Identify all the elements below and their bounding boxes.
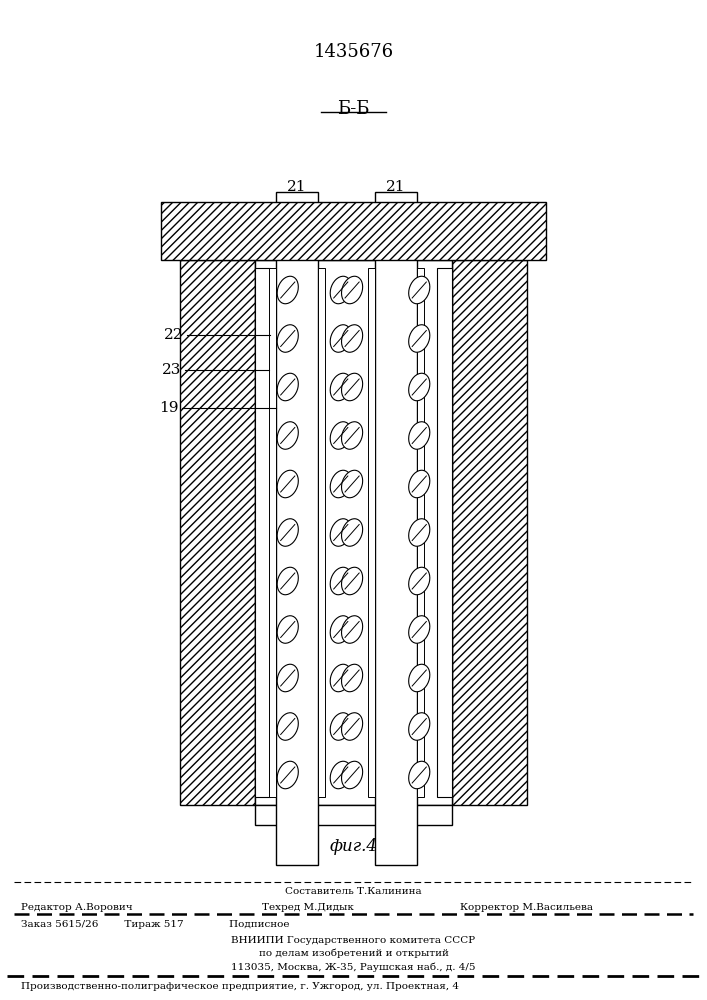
Bar <box>417 268 424 797</box>
Ellipse shape <box>409 373 430 401</box>
Ellipse shape <box>341 470 363 498</box>
Ellipse shape <box>277 373 298 401</box>
Ellipse shape <box>409 422 430 449</box>
Ellipse shape <box>409 470 430 498</box>
Ellipse shape <box>341 276 363 304</box>
Ellipse shape <box>330 713 351 740</box>
Ellipse shape <box>330 276 351 304</box>
Bar <box>276 192 318 865</box>
Ellipse shape <box>330 761 351 789</box>
Bar <box>318 268 325 797</box>
Ellipse shape <box>341 325 363 352</box>
Ellipse shape <box>330 422 351 449</box>
Ellipse shape <box>330 519 351 546</box>
Text: Техред М.Дидык: Техред М.Дидык <box>262 903 354 912</box>
Bar <box>161 202 546 260</box>
Text: 22: 22 <box>164 328 184 342</box>
Ellipse shape <box>277 325 298 352</box>
Ellipse shape <box>277 519 298 546</box>
Ellipse shape <box>409 616 430 643</box>
Ellipse shape <box>409 713 430 740</box>
Ellipse shape <box>277 761 298 789</box>
Ellipse shape <box>409 519 430 546</box>
Ellipse shape <box>341 664 363 692</box>
Ellipse shape <box>330 664 351 692</box>
Ellipse shape <box>277 616 298 643</box>
Text: 21: 21 <box>287 180 307 194</box>
Text: 23: 23 <box>163 363 182 377</box>
Text: по делам изобретений и открытий: по делам изобретений и открытий <box>259 949 448 958</box>
Ellipse shape <box>330 616 351 643</box>
Ellipse shape <box>341 422 363 449</box>
Ellipse shape <box>409 325 430 352</box>
Text: 21: 21 <box>386 180 406 194</box>
Ellipse shape <box>277 664 298 692</box>
Ellipse shape <box>409 761 430 789</box>
Ellipse shape <box>277 470 298 498</box>
Ellipse shape <box>409 567 430 595</box>
Text: Б-Б: Б-Б <box>337 100 370 118</box>
Bar <box>269 268 276 797</box>
Text: Заказ 5615/26        Тираж 517              Подписное: Заказ 5615/26 Тираж 517 Подписное <box>21 920 290 929</box>
Ellipse shape <box>341 519 363 546</box>
Ellipse shape <box>330 470 351 498</box>
Text: Производственно-полиграфическое предприятие, г. Ужгород, ул. Проектная, 4: Производственно-полиграфическое предприя… <box>21 982 460 991</box>
Text: 113035, Москва, Ж-35, Раушская наб., д. 4/5: 113035, Москва, Ж-35, Раушская наб., д. … <box>231 962 476 972</box>
Ellipse shape <box>409 276 430 304</box>
Text: Корректор М.Васильева: Корректор М.Васильева <box>460 903 592 912</box>
Text: фиг.4: фиг.4 <box>329 838 378 855</box>
Bar <box>452 260 527 805</box>
Text: 19: 19 <box>158 401 178 415</box>
Ellipse shape <box>277 276 298 304</box>
Text: Редактор А.Ворович: Редактор А.Ворович <box>21 903 133 912</box>
Bar <box>255 805 452 825</box>
Bar <box>437 268 452 797</box>
Ellipse shape <box>330 325 351 352</box>
Ellipse shape <box>330 373 351 401</box>
Ellipse shape <box>409 664 430 692</box>
Text: Составитель Т.Калинина: Составитель Т.Калинина <box>285 887 422 896</box>
Ellipse shape <box>277 713 298 740</box>
Bar <box>255 260 452 805</box>
Ellipse shape <box>277 422 298 449</box>
Text: 1435676: 1435676 <box>313 43 394 61</box>
Text: ВНИИПИ Государственного комитета СССР: ВНИИПИ Государственного комитета СССР <box>231 936 476 945</box>
Ellipse shape <box>341 616 363 643</box>
Ellipse shape <box>341 761 363 789</box>
Ellipse shape <box>341 567 363 595</box>
Bar <box>255 268 270 797</box>
Ellipse shape <box>341 713 363 740</box>
Ellipse shape <box>330 567 351 595</box>
Bar <box>180 260 255 805</box>
Ellipse shape <box>341 373 363 401</box>
Ellipse shape <box>277 567 298 595</box>
Bar <box>368 268 375 797</box>
Bar <box>375 192 417 865</box>
